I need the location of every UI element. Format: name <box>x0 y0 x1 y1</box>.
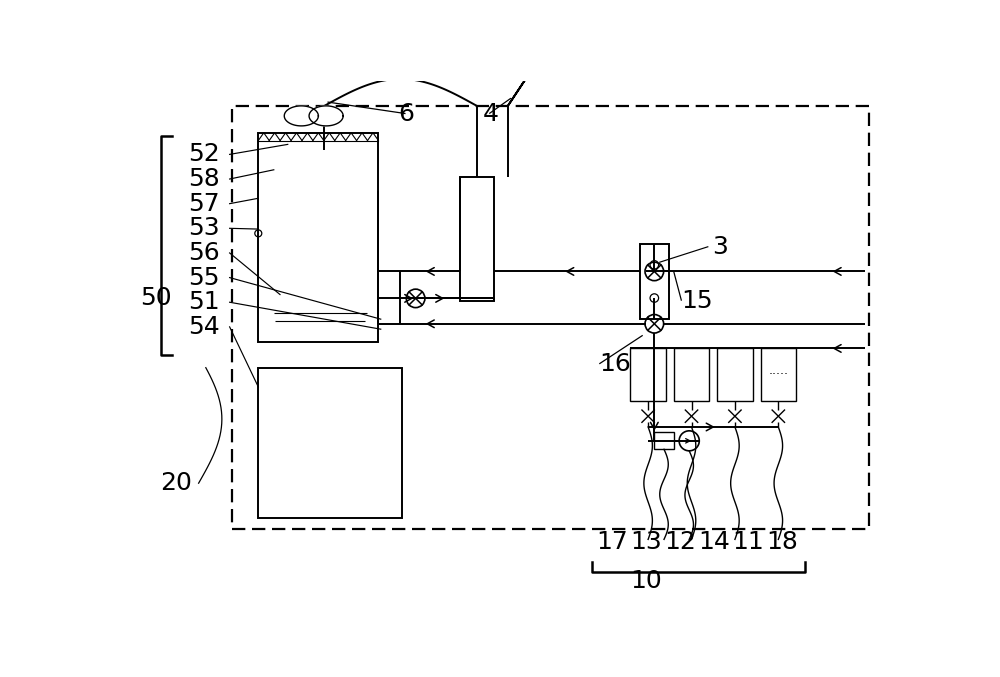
Text: 52: 52 <box>189 142 220 167</box>
Text: 17: 17 <box>596 531 628 554</box>
Text: 6: 6 <box>398 102 414 125</box>
Text: 16: 16 <box>599 352 631 376</box>
Polygon shape <box>309 106 343 126</box>
Text: 55: 55 <box>189 265 220 290</box>
Text: 53: 53 <box>189 217 220 240</box>
Text: 4: 4 <box>483 102 499 125</box>
Text: 57: 57 <box>189 192 220 216</box>
Text: 56: 56 <box>189 241 220 265</box>
Text: 15: 15 <box>681 288 713 313</box>
Text: ·····: ····· <box>768 368 788 381</box>
Text: 13: 13 <box>630 531 662 554</box>
FancyBboxPatch shape <box>258 133 378 343</box>
Text: 10: 10 <box>630 569 662 593</box>
Text: 14: 14 <box>698 531 730 554</box>
Text: 54: 54 <box>189 315 220 339</box>
Text: 51: 51 <box>189 290 220 314</box>
Text: 11: 11 <box>733 531 764 554</box>
Text: 18: 18 <box>767 531 799 554</box>
Text: 50: 50 <box>140 286 172 310</box>
Text: 12: 12 <box>664 531 696 554</box>
Text: 20: 20 <box>160 471 192 495</box>
Polygon shape <box>284 106 318 126</box>
Text: 3: 3 <box>712 235 728 259</box>
Text: 58: 58 <box>189 167 220 191</box>
